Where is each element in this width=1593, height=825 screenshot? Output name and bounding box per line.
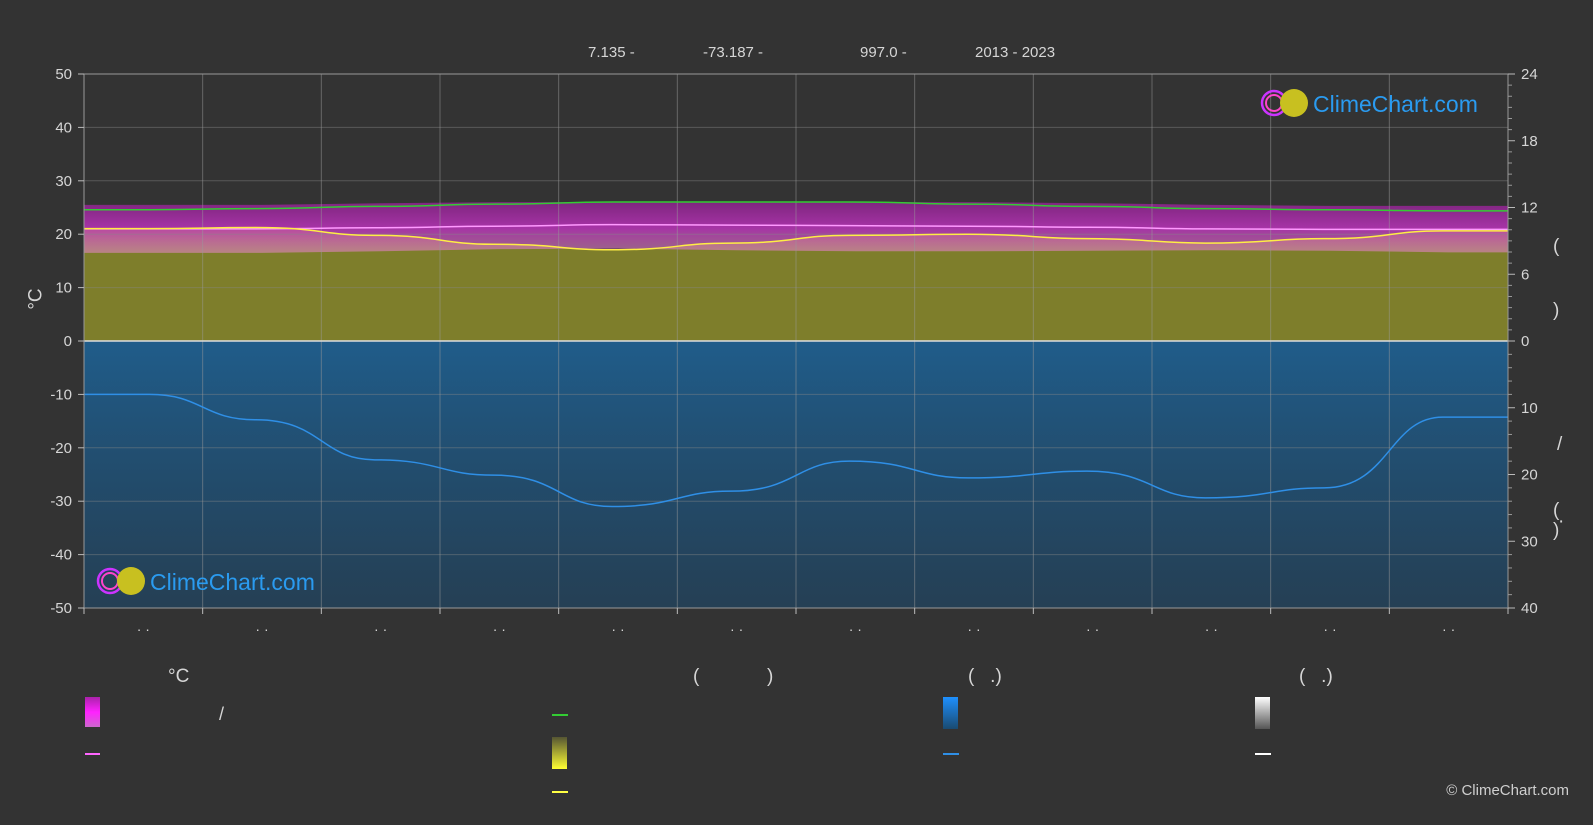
header-years: 2013 - 2023	[975, 44, 1056, 61]
grid	[84, 73, 1508, 609]
x-tick-label: · ·	[1323, 621, 1336, 637]
logo-bottom	[96, 567, 145, 595]
left-tick-label: 30	[55, 173, 72, 190]
left-tick-label: 10	[55, 280, 72, 297]
series-lines	[84, 201, 1508, 508]
header-latitude: 7.135 -	[588, 44, 635, 61]
x-tick-label: · ·	[255, 621, 268, 637]
legend-sun-title-close: )	[767, 666, 774, 687]
logo-sun-icon	[117, 567, 145, 595]
legend-snow-swatch	[1255, 697, 1270, 729]
logo-ring-icon	[1265, 94, 1283, 112]
legend-temp-mean-swatch	[85, 753, 100, 755]
sunshine_hours-line	[84, 226, 1508, 251]
precipitation-line	[84, 393, 1508, 508]
left-tick-label: -20	[50, 440, 72, 457]
left-tick-label: 40	[55, 119, 72, 136]
right-axis-dot: ·	[1558, 511, 1565, 532]
legend-snow-line-swatch	[1255, 753, 1271, 755]
right-tick-label: 30	[1521, 533, 1538, 550]
left-tick-label: 0	[64, 333, 72, 350]
right-axis-slash: /	[1557, 434, 1563, 455]
x-tick-label: · ·	[730, 621, 743, 637]
logo-top	[1260, 89, 1308, 117]
x-tick-label: · ·	[967, 621, 980, 637]
right-tick-label: 24	[1521, 66, 1538, 83]
header-longitude: -73.187 -	[703, 44, 764, 61]
right-axis-paren-close-2: )	[1553, 520, 1560, 541]
legend-sunshine-swatch	[552, 737, 567, 769]
right-axis-paren-close: )	[1553, 300, 1560, 321]
legend-sun-title-open: (	[693, 666, 700, 687]
left-tick-label: -40	[50, 547, 72, 564]
left-tick-label: 20	[55, 226, 72, 243]
right-tick-label: 6	[1521, 266, 1529, 283]
x-tick-label: · ·	[1205, 621, 1218, 637]
legend-rain-line-swatch	[943, 753, 959, 755]
axes: 50 40 30 20 10 0 -10 -20 -30 -40 -50 24 18 12 6 0 10 20 30…	[50, 66, 1537, 637]
right-tick-label: 0	[1521, 333, 1529, 350]
x-tick-label: · ·	[374, 621, 387, 637]
x-tick-label: · ·	[849, 621, 862, 637]
x-tick-label: · ·	[1442, 621, 1455, 637]
x-tick-label: · ·	[611, 621, 624, 637]
left-tick-label: -50	[50, 600, 72, 617]
x-tick-label: · ·	[1086, 621, 1099, 637]
logo-top-text: ClimeChart.com	[1313, 91, 1478, 117]
x-tick-label: · ·	[137, 621, 150, 637]
legend-temp-range-swatch	[85, 697, 100, 727]
legend-rain-title: ( .)	[968, 666, 1002, 687]
left-axis-unit: °C	[25, 288, 47, 310]
left-tick-label: 50	[55, 66, 72, 83]
right-axis-paren-open-2: (	[1553, 500, 1560, 521]
daylight_hours-line	[84, 201, 1508, 212]
header-elevation: 997.0 -	[860, 44, 907, 61]
left-tick-label: -10	[50, 386, 72, 403]
temperature_mean-line	[84, 223, 1508, 231]
right-tick-label: 18	[1521, 133, 1538, 150]
right-tick-label: 20	[1521, 467, 1538, 484]
legend-temp-slash: /	[219, 704, 225, 724]
logo-sun-icon	[1280, 89, 1308, 117]
right-tick-label: 12	[1521, 200, 1538, 217]
legend-temp-title: °C	[168, 666, 190, 687]
right-tick-label: 40	[1521, 600, 1538, 617]
legend-daylight-swatch	[552, 714, 568, 716]
right-tick-label: 10	[1521, 400, 1538, 417]
left-tick-label: -30	[50, 493, 72, 510]
logo-bottom-text: ClimeChart.com	[150, 569, 315, 595]
right-axis-paren-open: (	[1553, 236, 1560, 257]
legend-rain-swatch	[943, 697, 958, 729]
x-tick-label: · ·	[493, 621, 506, 637]
legend-snow-title: ( .)	[1299, 666, 1333, 687]
legend-sunshine-line-swatch	[552, 791, 568, 793]
copyright: © ClimeChart.com	[1446, 782, 1569, 799]
